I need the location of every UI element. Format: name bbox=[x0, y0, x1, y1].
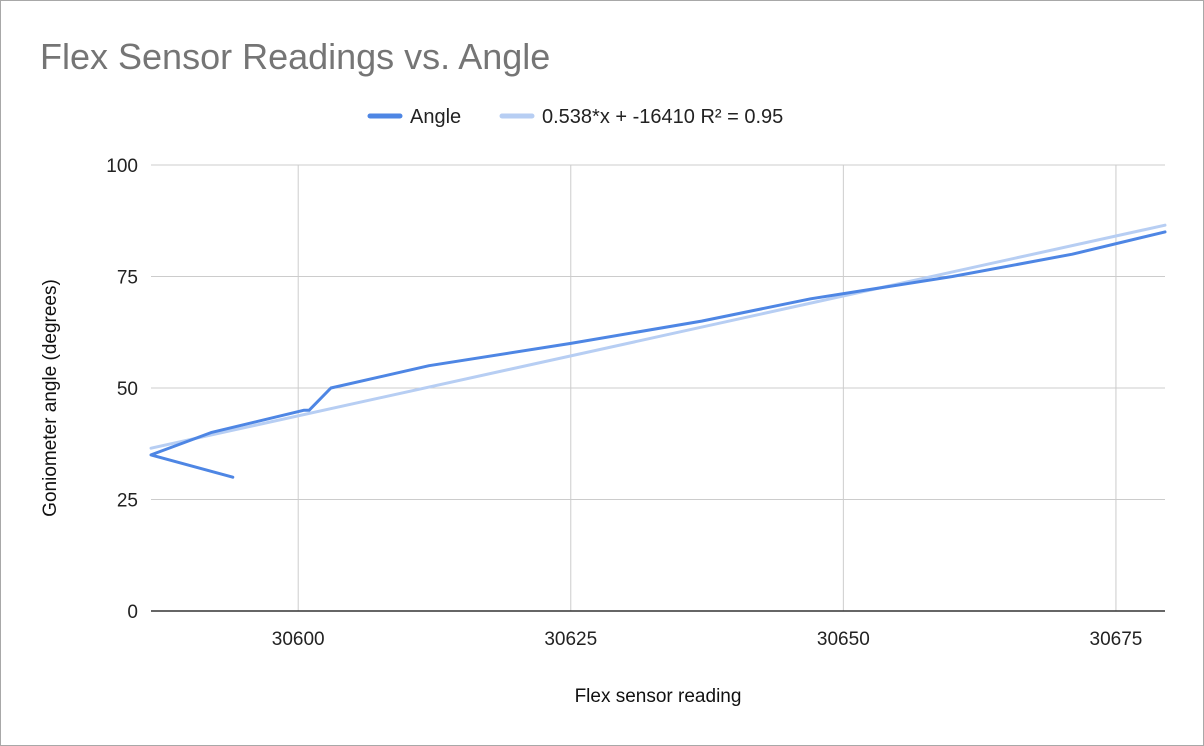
y-tick-label: 50 bbox=[117, 379, 138, 400]
series bbox=[149, 223, 1167, 479]
x-tick-label: 30675 bbox=[1090, 629, 1143, 650]
x-tick-label: 30600 bbox=[272, 629, 325, 650]
y-axis-title: Goniometer angle (degrees) bbox=[40, 279, 61, 517]
trendline bbox=[149, 223, 1167, 450]
series-line-angle bbox=[149, 230, 1167, 479]
y-tick-label: 25 bbox=[117, 491, 138, 512]
y-tick-label: 100 bbox=[106, 156, 138, 177]
x-tick-label: 30625 bbox=[544, 629, 597, 650]
x-tick-label: 30650 bbox=[817, 629, 870, 650]
y-tick-label: 75 bbox=[117, 268, 138, 289]
legend-label: Angle bbox=[410, 106, 461, 128]
legend-label: 0.538*x + -16410 R² = 0.95 bbox=[542, 106, 783, 128]
legend: Angle 0.538*x + -16410 R² = 0.95 bbox=[367, 106, 783, 128]
grid bbox=[151, 164, 1165, 611]
chart-title: Flex Sensor Readings vs. Angle bbox=[40, 36, 551, 77]
y-tick-label: 0 bbox=[127, 602, 138, 623]
x-axis-title: Flex sensor reading bbox=[575, 686, 742, 707]
axes: 0 25 50 75 100 30600 30625 30650 30675 bbox=[106, 156, 1165, 650]
